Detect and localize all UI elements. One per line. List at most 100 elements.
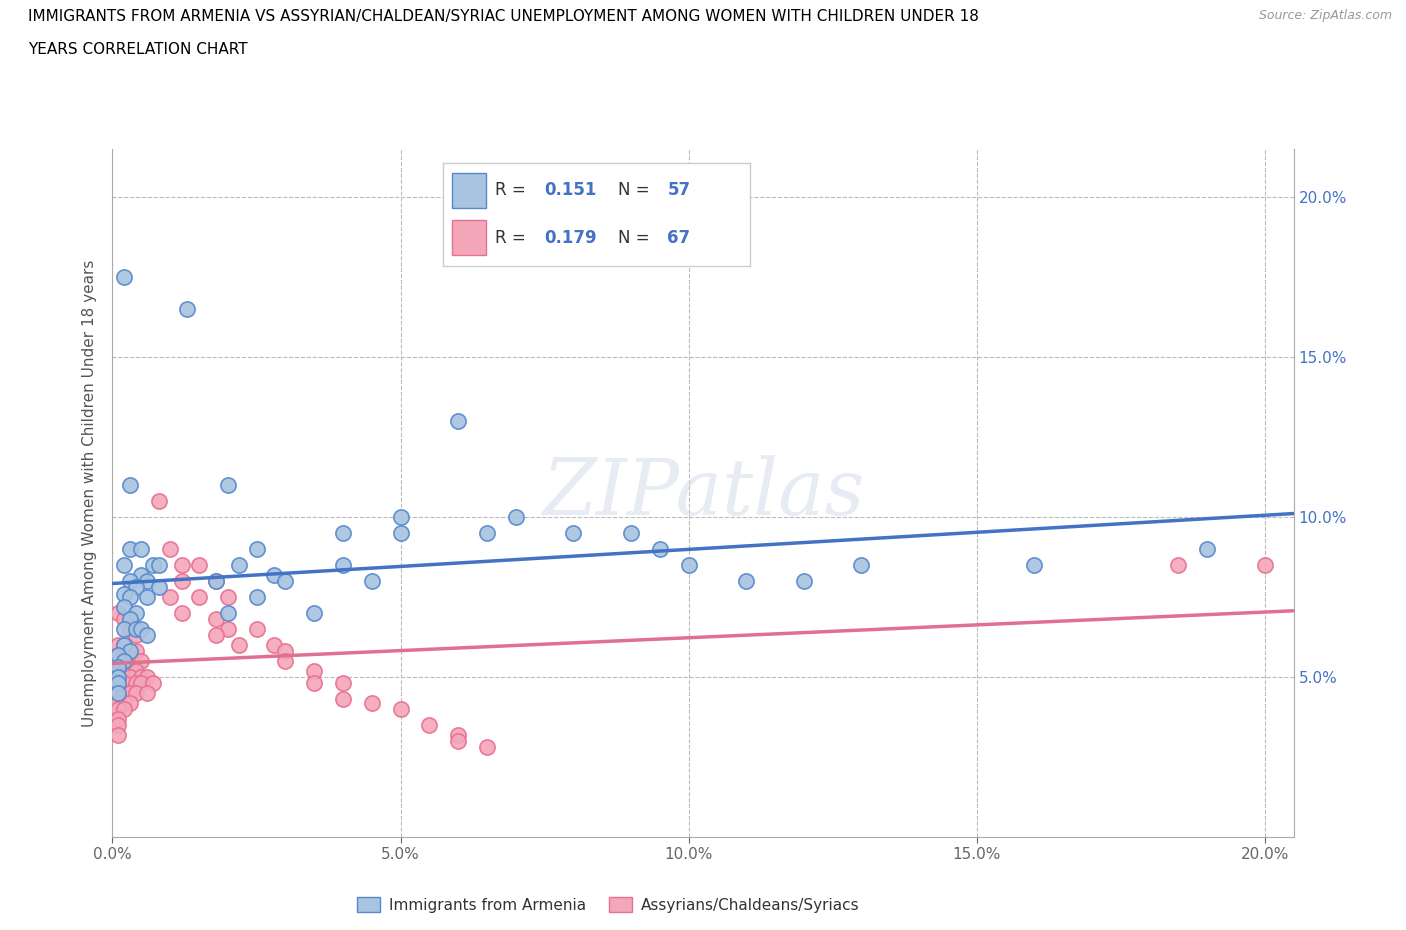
Point (112, 685, 135, 700)
Point (332, 557, 354, 572)
Point (107, 670, 129, 684)
Point (136, 670, 159, 684)
Point (118, 695, 141, 710)
Point (332, 676, 354, 691)
Legend: Immigrants from Armenia, Assyrians/Chaldeans/Syriacs: Immigrants from Armenia, Assyrians/Chald… (352, 891, 866, 919)
Point (112, 557, 135, 572)
Point (1254, 557, 1277, 572)
Point (129, 670, 152, 684)
Point (112, 676, 135, 691)
Point (118, 621, 141, 636)
Point (107, 670, 129, 684)
Point (112, 647, 135, 662)
Point (176, 301, 198, 316)
Point (562, 525, 585, 540)
Point (118, 590, 141, 604)
Point (735, 574, 758, 589)
Point (217, 590, 239, 604)
Point (136, 685, 159, 700)
Point (274, 574, 297, 589)
Point (112, 637, 135, 652)
Point (107, 637, 129, 652)
Point (107, 727, 129, 742)
Point (124, 644, 146, 658)
Point (187, 557, 209, 572)
Point (112, 695, 135, 710)
Point (447, 734, 470, 749)
Point (118, 477, 141, 492)
Point (205, 574, 228, 589)
Point (360, 574, 382, 589)
Point (118, 612, 141, 627)
Point (170, 557, 193, 572)
Point (129, 676, 152, 691)
Point (112, 270, 135, 285)
Point (129, 621, 152, 636)
Text: Source: ZipAtlas.com: Source: ZipAtlas.com (1258, 9, 1392, 22)
Point (389, 701, 412, 716)
Point (170, 605, 193, 620)
Point (217, 477, 239, 492)
Point (112, 621, 135, 636)
Point (107, 654, 129, 669)
Point (851, 557, 873, 572)
Point (136, 590, 159, 604)
Y-axis label: Unemployment Among Women with Children Under 18 years: Unemployment Among Women with Children U… (82, 259, 97, 726)
Point (124, 663, 146, 678)
Point (129, 567, 152, 582)
Point (274, 654, 297, 669)
Point (107, 676, 129, 691)
Point (245, 541, 267, 556)
Point (360, 695, 382, 710)
Point (142, 676, 165, 691)
Point (263, 567, 285, 582)
Point (148, 494, 170, 509)
Point (620, 525, 643, 540)
Point (124, 628, 146, 643)
Point (263, 637, 285, 652)
Point (107, 711, 129, 726)
Point (418, 718, 440, 733)
Point (118, 541, 141, 556)
Point (302, 605, 325, 620)
Point (118, 650, 141, 665)
Point (447, 414, 470, 429)
Point (793, 574, 815, 589)
Point (124, 621, 146, 636)
Point (107, 685, 129, 700)
Point (505, 510, 527, 525)
Point (107, 660, 129, 675)
Point (118, 574, 141, 589)
Point (107, 701, 129, 716)
Point (107, 676, 129, 691)
Point (302, 676, 325, 691)
Point (217, 605, 239, 620)
Point (187, 590, 209, 604)
Point (107, 685, 129, 700)
Point (136, 574, 159, 589)
Point (228, 557, 250, 572)
Point (112, 599, 135, 614)
Point (107, 718, 129, 733)
Point (228, 637, 250, 652)
Text: IMMIGRANTS FROM ARMENIA VS ASSYRIAN/CHALDEAN/SYRIAC UNEMPLOYMENT AMONG WOMEN WIT: IMMIGRANTS FROM ARMENIA VS ASSYRIAN/CHAL… (28, 9, 979, 24)
Point (389, 510, 412, 525)
Point (112, 612, 135, 627)
Point (245, 590, 267, 604)
Text: YEARS CORRELATION CHART: YEARS CORRELATION CHART (28, 42, 247, 57)
Point (118, 660, 141, 675)
Point (217, 621, 239, 636)
Point (332, 692, 354, 707)
Point (274, 644, 297, 658)
Point (148, 580, 170, 595)
Point (205, 612, 228, 627)
Point (107, 605, 129, 620)
Point (302, 663, 325, 678)
Point (648, 541, 671, 556)
Point (112, 654, 135, 669)
Point (107, 647, 129, 662)
Point (205, 628, 228, 643)
Point (205, 574, 228, 589)
Point (475, 525, 498, 540)
Point (170, 574, 193, 589)
